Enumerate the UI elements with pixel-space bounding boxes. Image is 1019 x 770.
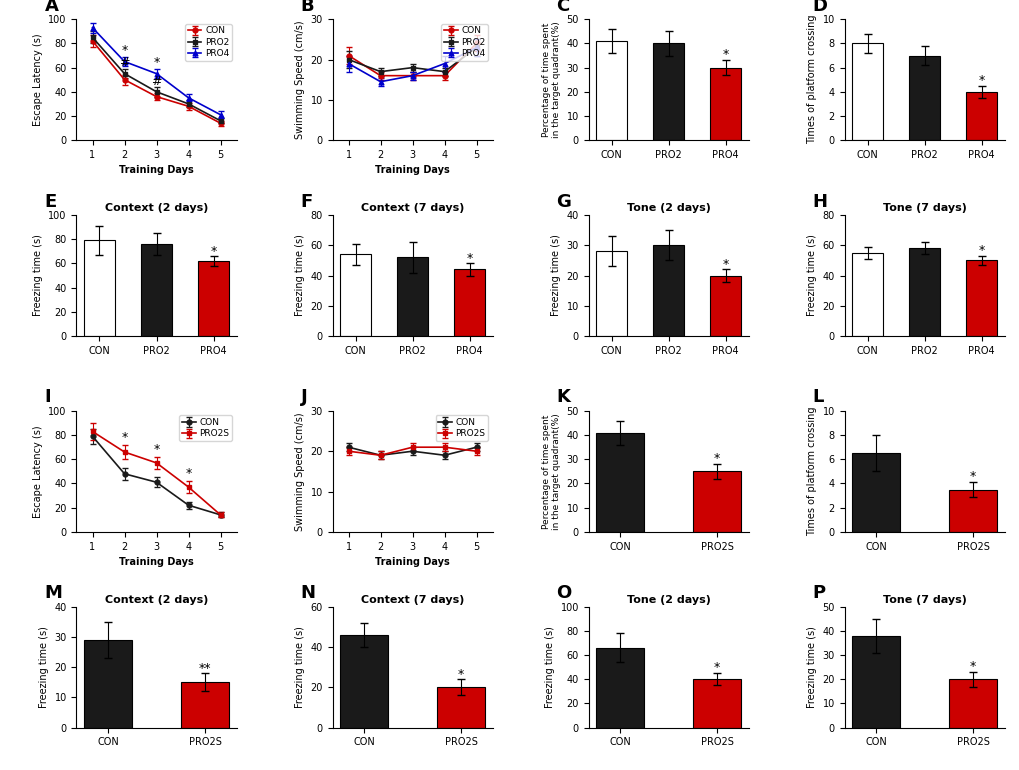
Bar: [396, 257, 428, 336]
Y-axis label: Percentage of time spent
in the target quadrant(%): Percentage of time spent in the target q…: [541, 22, 560, 138]
Bar: [851, 253, 882, 336]
Y-axis label: Freezing time (s): Freezing time (s): [294, 235, 305, 316]
Bar: [84, 640, 132, 728]
Bar: [595, 433, 644, 532]
X-axis label: Training Days: Training Days: [375, 166, 449, 176]
Bar: [965, 92, 997, 140]
Text: #: #: [151, 75, 162, 88]
Bar: [908, 249, 940, 336]
Title: Tone (2 days): Tone (2 days): [626, 203, 710, 213]
Y-axis label: Freezing time (s): Freezing time (s): [33, 235, 43, 316]
Text: B: B: [301, 0, 314, 15]
Title: Context (2 days): Context (2 days): [105, 203, 208, 213]
Bar: [948, 490, 997, 532]
Bar: [84, 240, 115, 336]
Bar: [948, 679, 997, 728]
Bar: [965, 260, 997, 336]
Text: *: *: [713, 452, 719, 465]
Bar: [453, 270, 485, 336]
Text: F: F: [301, 192, 313, 211]
Text: *: *: [153, 56, 160, 69]
Bar: [692, 471, 741, 532]
Text: *: *: [121, 431, 127, 444]
Y-axis label: Freezing time (s): Freezing time (s): [294, 626, 305, 708]
Y-axis label: Freezing time (s): Freezing time (s): [39, 626, 49, 708]
Bar: [652, 246, 684, 336]
Text: E: E: [45, 192, 57, 211]
X-axis label: Training Days: Training Days: [119, 166, 194, 176]
Bar: [198, 261, 229, 336]
Y-axis label: Freezing time (s): Freezing time (s): [806, 235, 816, 316]
Y-axis label: Times of platform crossing: Times of platform crossing: [806, 407, 816, 536]
Y-axis label: Freezing time (s): Freezing time (s): [806, 626, 816, 708]
Text: #: #: [119, 56, 129, 69]
Text: I: I: [45, 388, 51, 407]
Bar: [595, 41, 627, 140]
Legend: CON, PRO2, PRO4: CON, PRO2, PRO4: [441, 24, 488, 61]
Text: *: *: [153, 444, 160, 457]
Bar: [180, 682, 229, 728]
Text: *: *: [121, 45, 127, 57]
Text: *: *: [713, 661, 719, 675]
Bar: [851, 454, 900, 532]
Bar: [692, 679, 741, 728]
Text: D: D: [812, 0, 826, 15]
Y-axis label: Escape Latency (s): Escape Latency (s): [33, 33, 43, 126]
Text: *: *: [969, 470, 975, 484]
Y-axis label: Freezing time (s): Freezing time (s): [544, 626, 554, 708]
Text: *: *: [210, 245, 216, 258]
X-axis label: Training Days: Training Days: [375, 557, 449, 567]
Text: *: *: [721, 258, 729, 271]
Bar: [652, 43, 684, 140]
Title: Context (2 days): Context (2 days): [105, 594, 208, 604]
Text: L: L: [812, 388, 823, 407]
Bar: [851, 43, 882, 140]
Bar: [595, 648, 644, 728]
Bar: [709, 68, 741, 140]
Y-axis label: Escape Latency (s): Escape Latency (s): [33, 425, 43, 517]
Text: C: C: [556, 0, 570, 15]
Text: *: *: [969, 660, 975, 673]
Text: M: M: [45, 584, 62, 602]
Text: *: *: [977, 74, 984, 87]
Title: Tone (2 days): Tone (2 days): [626, 594, 710, 604]
Bar: [851, 636, 900, 728]
Bar: [908, 55, 940, 140]
Text: H: H: [812, 192, 826, 211]
Text: **: **: [199, 662, 211, 675]
Text: K: K: [556, 388, 570, 407]
Text: *: *: [721, 48, 729, 61]
Text: *: *: [977, 244, 984, 257]
Title: Tone (7 days): Tone (7 days): [881, 203, 966, 213]
Y-axis label: Swimming Speed (cm/s): Swimming Speed (cm/s): [294, 20, 305, 139]
Text: G: G: [556, 192, 571, 211]
Bar: [709, 276, 741, 336]
Y-axis label: Times of platform crossing: Times of platform crossing: [806, 15, 816, 145]
Text: O: O: [556, 584, 572, 602]
Bar: [339, 635, 388, 728]
Y-axis label: Freezing time (s): Freezing time (s): [550, 235, 560, 316]
Title: Context (7 days): Context (7 days): [361, 594, 464, 604]
Bar: [339, 254, 371, 336]
Title: Tone (7 days): Tone (7 days): [881, 594, 966, 604]
Text: A: A: [45, 0, 58, 15]
Legend: CON, PRO2S: CON, PRO2S: [179, 416, 231, 441]
Text: *: *: [458, 668, 464, 681]
Text: P: P: [812, 584, 825, 602]
Legend: CON, PRO2, PRO4: CON, PRO2, PRO4: [185, 24, 231, 61]
Legend: CON, PRO2S: CON, PRO2S: [435, 416, 488, 441]
Text: N: N: [301, 584, 315, 602]
Bar: [141, 244, 172, 336]
Y-axis label: Percentage of time spent
in the target quadrant(%): Percentage of time spent in the target q…: [541, 413, 560, 530]
X-axis label: Training Days: Training Days: [119, 557, 194, 567]
Text: *: *: [466, 252, 472, 265]
Text: J: J: [301, 388, 307, 407]
Y-axis label: Swimming Speed (cm/s): Swimming Speed (cm/s): [294, 412, 305, 531]
Text: *: *: [185, 467, 192, 480]
Title: Context (7 days): Context (7 days): [361, 203, 464, 213]
Bar: [595, 251, 627, 336]
Bar: [436, 688, 485, 728]
